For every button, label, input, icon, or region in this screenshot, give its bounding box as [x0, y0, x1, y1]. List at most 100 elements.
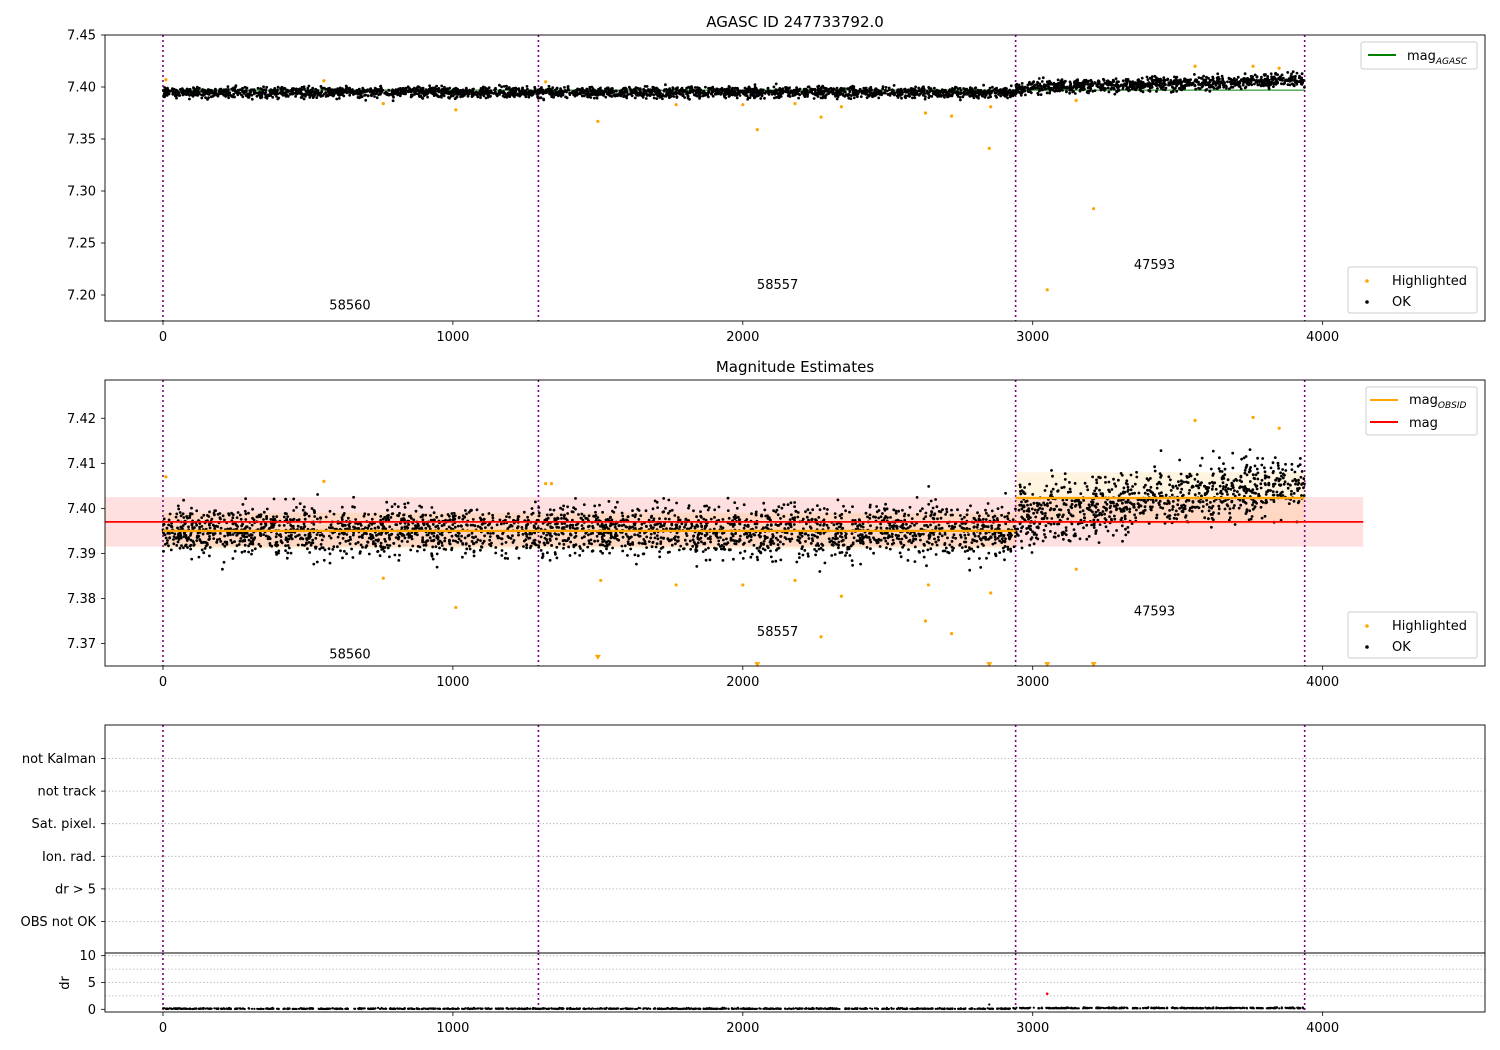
- ok-point: [372, 90, 376, 94]
- ok-point: [245, 89, 248, 93]
- ok-point: [185, 539, 189, 542]
- ok-point: [230, 87, 234, 91]
- ok-point: [533, 90, 536, 94]
- ok-point: [367, 89, 370, 92]
- ok-point: [407, 532, 410, 535]
- ok-point: [299, 526, 303, 529]
- ok-point: [941, 91, 945, 95]
- ok-point: [675, 96, 679, 99]
- ok-point: [691, 90, 695, 94]
- ok-point: [311, 538, 315, 542]
- ok-point: [396, 533, 400, 537]
- ok-point: [388, 537, 392, 541]
- ok-point: [507, 91, 511, 95]
- ok-point: [262, 518, 265, 521]
- ok-point: [835, 97, 839, 101]
- ok-point: [1112, 86, 1116, 90]
- ok-point: [1051, 88, 1055, 92]
- ok-point: [231, 513, 235, 517]
- ok-point: [206, 543, 209, 547]
- ok-point: [191, 94, 195, 98]
- ok-point: [781, 87, 785, 91]
- ok-point: [171, 88, 175, 92]
- ok-point: [375, 534, 378, 537]
- ok-point: [292, 527, 295, 530]
- ok-point: [1258, 80, 1261, 84]
- ok-point: [286, 515, 290, 518]
- ok-point: [500, 549, 504, 552]
- ok-point: [178, 511, 182, 514]
- ok-point: [426, 533, 430, 537]
- ok-point: [1065, 85, 1069, 89]
- ok-point: [221, 567, 224, 571]
- ok-point: [922, 88, 926, 91]
- ok-point: [852, 87, 856, 90]
- ok-point: [486, 93, 490, 97]
- ok-point: [911, 96, 914, 100]
- ok-point: [526, 87, 529, 91]
- ok-point: [750, 512, 753, 516]
- ok-point: [822, 89, 825, 93]
- ok-point: [307, 93, 311, 97]
- ok-point: [513, 90, 516, 94]
- ok-point: [736, 87, 739, 90]
- ok-point: [463, 536, 467, 540]
- ok-point: [200, 516, 204, 519]
- ok-point: [791, 94, 795, 97]
- ok-point: [1208, 89, 1212, 93]
- ok-point: [505, 84, 508, 88]
- ok-point: [674, 92, 678, 96]
- ok-point: [301, 94, 305, 97]
- ok-point: [888, 88, 891, 92]
- ok-point: [1041, 76, 1045, 80]
- ok-point: [489, 89, 493, 92]
- ok-point: [356, 541, 360, 544]
- ok-point: [323, 548, 327, 552]
- ok-point: [665, 93, 668, 96]
- ok-point: [498, 518, 502, 522]
- ok-point: [787, 93, 791, 96]
- ok-point: [1122, 84, 1125, 87]
- ok-point: [1189, 78, 1192, 81]
- ok-point: [743, 549, 747, 553]
- ok-point: [698, 90, 701, 94]
- ok-point: [1154, 80, 1158, 84]
- ok-point: [716, 92, 719, 95]
- ok-point: [619, 90, 623, 94]
- ok-point: [395, 523, 399, 527]
- ok-point: [748, 96, 752, 99]
- ok-point: [436, 524, 440, 528]
- ok-point: [915, 89, 919, 93]
- ok-point: [362, 514, 366, 518]
- ok-point: [456, 92, 460, 96]
- ok-point: [201, 94, 205, 97]
- ok-point: [342, 549, 346, 553]
- ok-point: [357, 87, 361, 91]
- ok-point: [1253, 73, 1257, 77]
- ok-point: [1036, 81, 1040, 85]
- ok-point: [1065, 90, 1068, 94]
- ok-point: [1155, 90, 1158, 93]
- ok-point: [367, 513, 370, 516]
- ok-point: [772, 85, 776, 89]
- ok-point: [416, 549, 419, 553]
- ok-point: [1224, 84, 1227, 87]
- ok-point: [329, 536, 333, 540]
- ok-point: [377, 93, 380, 96]
- ok-point: [207, 538, 211, 541]
- ok-point: [862, 86, 866, 90]
- ok-point: [793, 505, 796, 508]
- ok-point: [348, 535, 352, 539]
- ok-point: [223, 540, 227, 544]
- ok-point: [507, 86, 511, 89]
- ok-point: [1294, 80, 1298, 84]
- ok-point: [523, 91, 527, 94]
- ok-point: [950, 88, 954, 91]
- ok-point: [188, 87, 192, 91]
- ok-point: [244, 512, 248, 516]
- ok-point: [275, 89, 279, 93]
- ok-point: [1303, 85, 1306, 89]
- ok-point: [751, 89, 755, 93]
- ok-point: [219, 526, 223, 530]
- ok-point: [326, 93, 329, 97]
